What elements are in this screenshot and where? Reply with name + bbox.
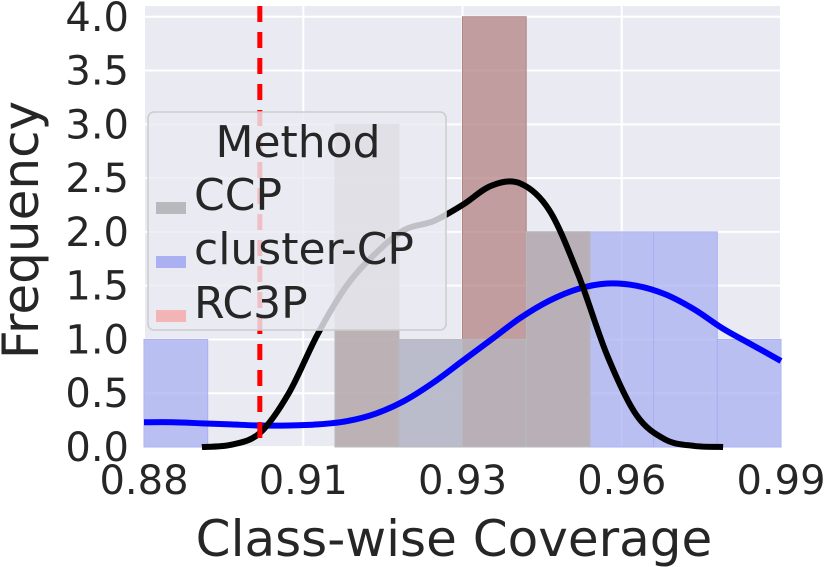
x-tick-label: 0.88 <box>99 458 188 504</box>
tick-labels: 0.88 0.91 0.93 0.96 0.99 0.0 0.5 1.0 1.5 2.0 2.5 3.… <box>65 0 825 504</box>
legend-label-ccp: CCP <box>194 170 282 221</box>
y-axis-label: Frequency <box>0 101 50 359</box>
y-tick-label: 0.0 <box>65 425 129 471</box>
y-tick-label: 3.0 <box>65 102 129 148</box>
legend-swatch-ccp <box>156 202 186 214</box>
y-tick-label: 2.0 <box>65 210 129 256</box>
kde-ccp <box>201 178 724 450</box>
legend-swatch-cluster-cp <box>156 256 186 268</box>
legend-frame <box>147 111 447 331</box>
y-tick-label: 3.5 <box>65 49 129 95</box>
bar-ccp <box>462 338 527 448</box>
bar-cluster-cp <box>143 338 209 448</box>
bar-ccp <box>398 338 463 448</box>
x-tick-label: 0.99 <box>736 458 825 504</box>
y-tick-label: 0.5 <box>65 371 129 417</box>
x-tick-label: 0.96 <box>577 458 666 504</box>
y-tick-label: 1.5 <box>65 264 129 310</box>
kde-cluster-cp <box>143 280 783 429</box>
legend-label-cluster-cp: cluster-CP <box>194 224 414 275</box>
x-tick-label: 0.93 <box>418 458 507 504</box>
y-tick-label: 4.0 <box>65 0 129 41</box>
kde-curves <box>143 178 783 450</box>
x-axis-label: Class-wise Coverage <box>196 510 713 567</box>
bar-ccp <box>525 231 591 448</box>
legend-title: Method <box>215 117 380 168</box>
legend-swatch-rc3p <box>156 310 186 322</box>
legend: Method CCP cluster-CP RC3P <box>147 111 447 331</box>
legend-label-rc3p: RC3P <box>194 278 308 329</box>
bar-cluster-cp <box>653 231 718 448</box>
histogram-bars <box>143 16 782 448</box>
x-tick-label: 0.91 <box>259 458 348 504</box>
y-tick-label: 2.5 <box>65 156 129 202</box>
y-tick-label: 1.0 <box>65 317 129 363</box>
